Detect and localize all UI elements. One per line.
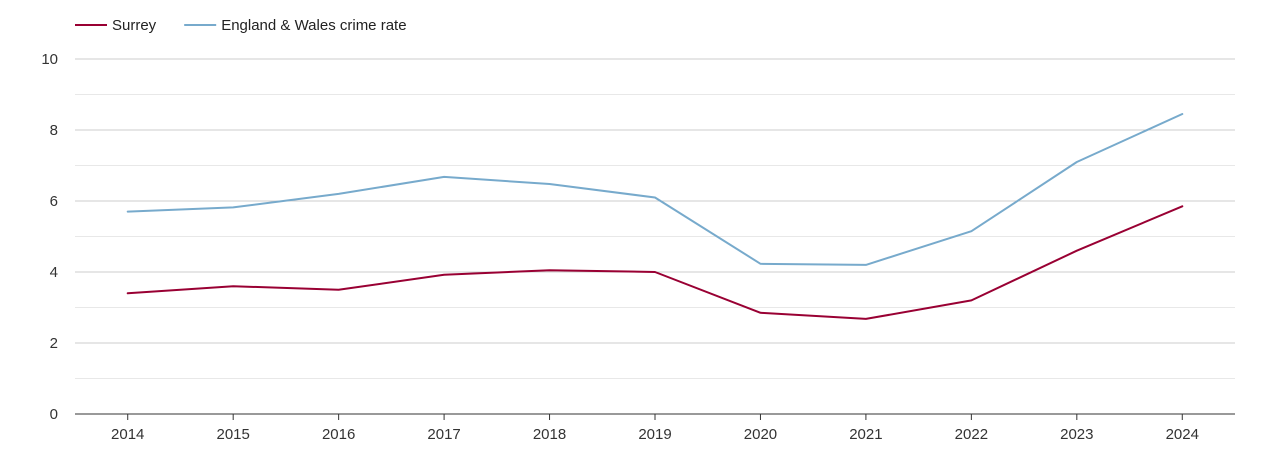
y-tick-label: 2 xyxy=(50,335,58,352)
legend-label: Surrey xyxy=(112,17,157,34)
legend: Surrey England & Wales crime rate xyxy=(75,17,407,34)
x-tick-label: 2017 xyxy=(427,426,460,443)
grid-lines xyxy=(75,58,1235,379)
y-tick-label: 6 xyxy=(50,193,58,210)
y-tick-label: 8 xyxy=(50,122,58,139)
x-tick-label: 2020 xyxy=(744,426,777,443)
x-tick-label: 2021 xyxy=(849,426,882,443)
series-line-england-wales-crime-rate xyxy=(126,113,1184,266)
x-tick-label: 2024 xyxy=(1166,426,1199,443)
axes: 2014 2015 2016 2017 2018 2019 2020 2021 2022 2023… xyxy=(41,51,1235,443)
y-tick-label: 4 xyxy=(50,264,58,281)
x-tick-label: 2022 xyxy=(955,426,988,443)
y-tick-label: 0 xyxy=(50,406,58,423)
x-tick-label: 2015 xyxy=(216,426,249,443)
x-tick-label: 2018 xyxy=(533,426,566,443)
x-tick-label: 2019 xyxy=(638,426,671,443)
legend-label: England & Wales crime rate xyxy=(221,17,406,34)
series-lines xyxy=(126,113,1184,320)
series-line-surrey xyxy=(126,205,1184,320)
x-tick-label: 2014 xyxy=(111,426,144,443)
x-tick-label: 2023 xyxy=(1060,426,1093,443)
x-tick-label: 2016 xyxy=(322,426,355,443)
y-tick-label: 10 xyxy=(41,51,58,68)
